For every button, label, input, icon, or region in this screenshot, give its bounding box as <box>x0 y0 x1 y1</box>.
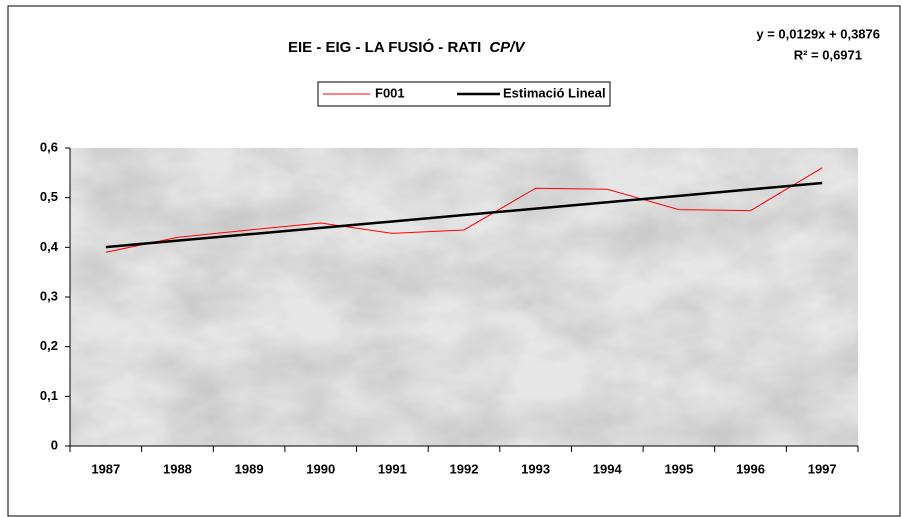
x-tick-label: 1987 <box>91 461 120 476</box>
x-tick-label: 1996 <box>736 461 765 476</box>
series-line <box>105 181 823 249</box>
r-squared: R² = 0,6971 <box>794 47 862 62</box>
x-tick-label: 1988 <box>163 461 192 476</box>
x-tick-label: 1991 <box>378 461 407 476</box>
y-tick-label: 0 <box>51 437 58 452</box>
x-tick-label: 1990 <box>306 461 335 476</box>
x-tick-label: 1993 <box>521 461 550 476</box>
legend-label: F001 <box>375 85 405 100</box>
y-tick-label: 0,5 <box>40 189 58 204</box>
x-tick-label: 1992 <box>450 461 479 476</box>
y-tick-label: 0,4 <box>40 239 59 254</box>
x-tick-label: 1989 <box>235 461 264 476</box>
title-italic: CP/V <box>489 39 526 56</box>
equation: y = 0,0129x + 0,3876 <box>756 26 880 41</box>
y-tick-label: 0,3 <box>40 288 58 303</box>
legend-label: Estimació Lineal <box>503 85 606 100</box>
y-tick-label: 0,1 <box>40 388 58 403</box>
x-tick-label: 1997 <box>808 461 837 476</box>
x-tick-label: 1994 <box>593 461 623 476</box>
y-tick-label: 0,6 <box>40 139 58 154</box>
series-line <box>105 167 823 253</box>
y-tick-label: 0,2 <box>40 338 58 353</box>
plot-texture <box>70 148 858 446</box>
x-tick-label: 1995 <box>664 461 693 476</box>
title-text: EIE - EIG - LA FUSIÓ - RATI <box>288 38 481 56</box>
chart-title: EIE - EIG - LA FUSIÓ - RATI CP/V <box>288 38 526 56</box>
